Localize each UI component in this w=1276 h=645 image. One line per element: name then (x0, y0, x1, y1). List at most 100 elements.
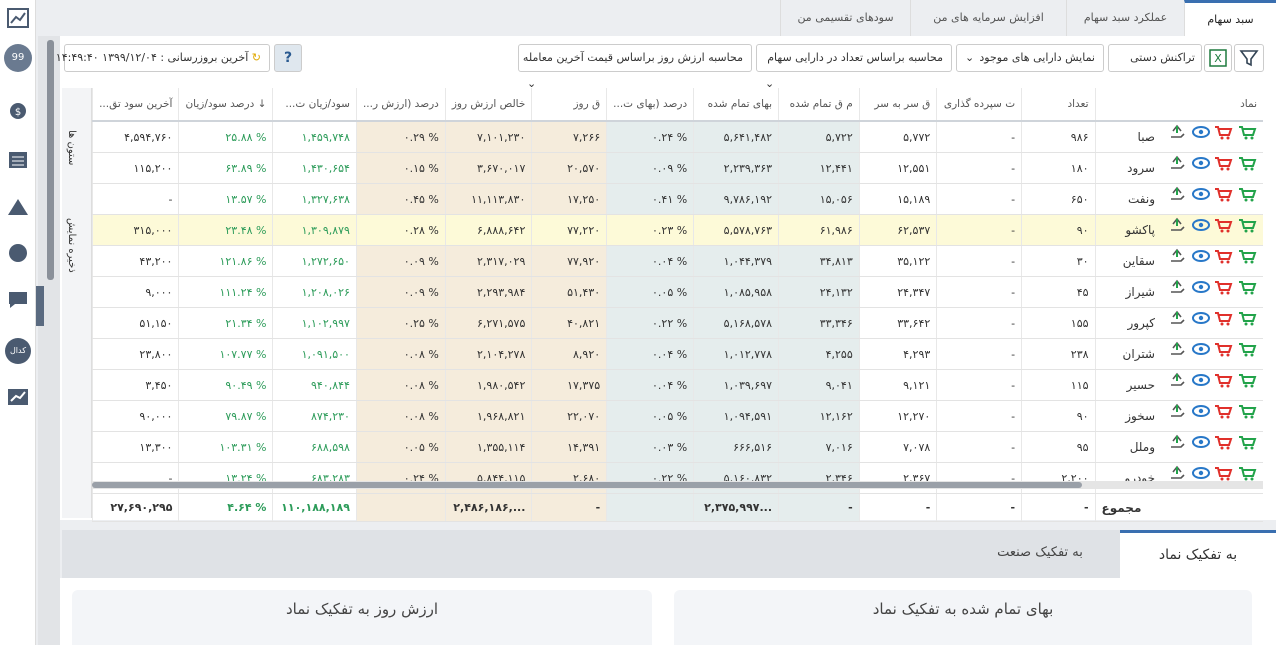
mountain-icon[interactable] (7, 196, 29, 216)
save-view[interactable]: ذخیره نمایش (66, 218, 77, 273)
symbol-cell: پاکشو (1094, 214, 1263, 246)
cell: - (936, 338, 1022, 370)
symbol: ونفت (1128, 192, 1155, 206)
cell: ۰.۲۴ % (606, 121, 694, 153)
cell: ۱۵,۱۸۹ (858, 183, 937, 215)
cell: - (91, 183, 179, 215)
cell: - (936, 369, 1022, 401)
chart-icon[interactable] (7, 8, 29, 28)
scroll-thumb[interactable] (47, 40, 54, 280)
cell: - (936, 152, 1022, 184)
cell: ۷۷,۲۲۰ (531, 214, 607, 246)
row-actions[interactable] (1161, 215, 1257, 235)
dropdown[interactable]: نمایش دارایی های موجود ⌄ (956, 44, 1104, 72)
cell: ۶۶۶,۵۱۶ (693, 431, 779, 463)
table-row: سخوز ۹۰-۱۲,۲۷۰ ۱۲,۱۶۲ ۱,۰۹۴,۵۹۱ ۰.۰۵ % ۲۲,۰۷۰… (91, 400, 1263, 432)
cell: ۲۴,۱۳۲ (778, 276, 860, 308)
tab[interactable]: سبد سهام (1184, 0, 1276, 36)
column-header: خالص ارزش روز (444, 88, 532, 122)
row-actions[interactable] (1161, 463, 1257, 483)
excel-button[interactable]: X (1204, 44, 1232, 72)
cell: ۱۷,۲۵۰ (531, 183, 607, 215)
cell: ۰.۰۸ % (355, 400, 446, 432)
sidebar: 99 $ کدال (0, 0, 36, 645)
cell: ۱,۳۲۷,۶۳۸ (272, 183, 357, 215)
filter-button[interactable] (1234, 44, 1264, 72)
row-actions[interactable] (1161, 339, 1257, 359)
card-title: بهای تمام شده به تفکیک نماد (674, 590, 1252, 645)
cell: ۱,۳۰۹,۸۷۹ (272, 214, 357, 246)
columns-toggle[interactable]: ستون ها (66, 130, 77, 166)
cell: ۳۱۵,۰۰۰ (91, 214, 179, 246)
side-strip: ستون ها ذخیره نمایش (62, 88, 92, 518)
help-button[interactable]: ? (274, 44, 302, 72)
money-icon[interactable]: $ (7, 100, 29, 120)
cell: ۴۵ (1021, 276, 1096, 308)
row-actions[interactable] (1161, 370, 1257, 390)
cell: ۰.۲۳ % (606, 214, 694, 246)
codal[interactable]: کدال (5, 338, 31, 364)
column-header: آخرین سود تق... (91, 88, 179, 122)
symbol: سخوز (1125, 409, 1155, 423)
column-header: ت سپرده گذاری (936, 88, 1022, 122)
cell: ۷,۱۰۱,۲۳۰ (444, 121, 532, 153)
cell: ۹,۱۲۱ (858, 369, 937, 401)
row-actions[interactable] (1161, 308, 1257, 328)
cell: - (936, 214, 1022, 246)
footer-cell (355, 493, 446, 522)
list-icon[interactable] (7, 150, 29, 170)
row-actions[interactable] (1161, 153, 1257, 173)
cell: ۱,۰۹۴,۵۹۱ (693, 400, 779, 432)
row-actions[interactable] (1161, 277, 1257, 297)
row-actions[interactable] (1161, 432, 1257, 452)
cell: ۱,۰۸۵,۹۵۸ (693, 276, 779, 308)
cell: ۱۵,۰۵۶ (778, 183, 860, 215)
tab[interactable]: به تفکیک صنعت (997, 545, 1083, 560)
cell: ۵,۷۲۲ (778, 121, 860, 153)
cell: ۳,۴۵۰ (91, 369, 179, 401)
cell: ۷,۰۱۶ (778, 431, 860, 463)
cell: ۹۵ (1021, 431, 1096, 463)
symbol-cell: صبا (1094, 121, 1263, 153)
chat-icon[interactable] (7, 290, 29, 310)
badge[interactable]: 99 (4, 44, 32, 72)
cell: ۱۱,۱۱۳,۸۳۰ (444, 183, 532, 215)
cell: ۲۳.۴۸ % (178, 214, 273, 246)
cell: ۱۱۵ (1021, 369, 1096, 401)
last-update[interactable]: ↻ آخرین بروزرسانی : ۱۳۹۹/۱۲/۰۴ ۱۴:۴۹:۴۰ (56, 44, 270, 72)
symbol: پاکشو (1125, 223, 1155, 237)
row-actions[interactable] (1161, 122, 1257, 142)
h-scroll-thumb[interactable] (92, 482, 1082, 488)
tab[interactable]: سودهای تقسیمی من (780, 0, 910, 36)
cell: ۰.۲۹ % (355, 121, 446, 153)
dropdown[interactable]: محاسبه ارزش روز براساس قیمت آخرین معامله… (518, 44, 752, 90)
row-actions[interactable] (1161, 246, 1257, 266)
cell: ۲,۲۳۹,۳۶۳ (693, 152, 779, 184)
table-row: سرود ۱۸۰-۱۲,۵۵۱ ۱۲,۴۴۱ ۲,۲۳۹,۳۶۳ ۰.۰۹ % ۲۰,۵۷… (91, 152, 1263, 184)
cell: ۰.۰۴ % (606, 369, 694, 401)
symbol-cell: سقاین (1094, 245, 1263, 277)
row-actions[interactable] (1161, 184, 1257, 204)
cell: ۱۳,۳۰۰ (91, 431, 179, 463)
cell: ۱۰۳.۳۱ % (178, 431, 273, 463)
cell: ۰.۰۵ % (606, 400, 694, 432)
cell: ۶۲,۵۳۷ (858, 214, 937, 246)
dropdown[interactable]: محاسبه براساس تعداد در دارایی سهام ⌄ (756, 44, 952, 90)
link-icon[interactable] (7, 243, 29, 263)
column-header: درصد (ارزش ر... (355, 88, 446, 122)
cell: ۱,۲۷۲,۶۵۰ (272, 245, 357, 277)
table-row: حسیر ۱۱۵-۹,۱۲۱ ۹,۰۴۱ ۱,۰۳۹,۶۹۷ ۰.۰۴ % ۱۷,۳۷۵ ۱… (91, 369, 1263, 401)
column-header: سود/زیان ت... (272, 88, 357, 122)
tab[interactable]: افزایش سرمایه های من (910, 0, 1066, 36)
tab[interactable]: به تفکیک نماد (1120, 530, 1276, 578)
manual-transaction-button[interactable]: تراکنش دستی (1108, 44, 1202, 72)
trend-icon[interactable] (7, 387, 29, 407)
collapse-handle[interactable] (36, 286, 44, 326)
cell: - (936, 276, 1022, 308)
cell: ۱,۹۶۸,۸۲۱ (444, 400, 532, 432)
tab[interactable]: عملکرد سبد سهام (1066, 0, 1184, 36)
symbol: شتران (1122, 347, 1155, 361)
row-actions[interactable] (1161, 401, 1257, 421)
cell: ۲۵.۸۸ % (178, 121, 273, 153)
